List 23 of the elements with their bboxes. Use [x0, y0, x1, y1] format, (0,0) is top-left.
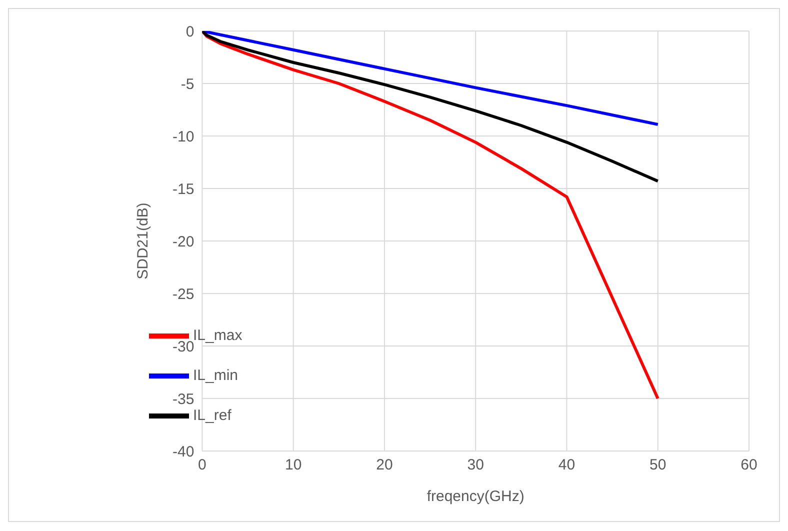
- y-tick-label: -15: [172, 180, 194, 198]
- x-tick-label: 50: [650, 456, 666, 474]
- y-axis-title: SDD21(dB): [134, 202, 152, 280]
- x-tick-label: 60: [740, 456, 758, 474]
- x-tick-label: 0: [198, 456, 206, 474]
- x-tick-label: 10: [284, 456, 302, 474]
- x-axis-title: freqency(GHz): [426, 488, 524, 505]
- y-tick-label: -10: [172, 128, 194, 146]
- y-tick-label: 0: [186, 23, 194, 40]
- y-tick-label: -30: [172, 338, 194, 356]
- y-tick-label: -5: [180, 76, 194, 93]
- y-tick-label: -20: [172, 233, 194, 250]
- legend-label: IL_min: [193, 366, 238, 384]
- x-tick-label: 30: [467, 456, 484, 474]
- line-series: [202, 31, 660, 183]
- y-tick-label: -25: [172, 286, 194, 303]
- x-tick-label: 20: [376, 456, 393, 474]
- y-tick-label: -40: [172, 443, 194, 460]
- line-series: [202, 31, 660, 126]
- y-tick-label: -35: [172, 390, 194, 408]
- x-tick-label: 40: [558, 456, 576, 474]
- legend-label: IL_ref: [193, 406, 232, 424]
- legend-label: IL_max: [193, 326, 242, 344]
